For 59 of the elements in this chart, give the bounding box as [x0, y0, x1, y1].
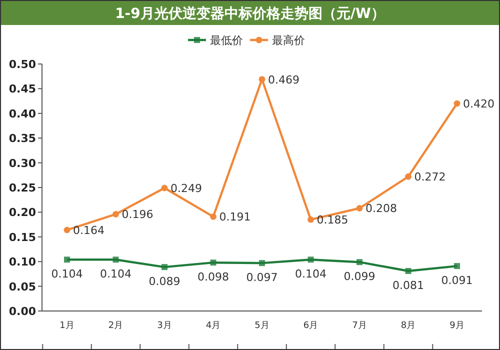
point: [454, 263, 460, 270]
x-tick-label: 5月: [254, 321, 270, 331]
x-tick-label: 2月: [108, 321, 124, 331]
data-label: 0.272: [414, 170, 446, 184]
x-tick-label: 4月: [206, 321, 221, 331]
point: [210, 213, 216, 220]
point: [112, 210, 119, 218]
text: 0.40: [8, 107, 36, 120]
text: 0.35: [8, 132, 36, 146]
point: [356, 205, 363, 212]
data-label: 0.196: [122, 208, 154, 222]
text: 0.05: [8, 280, 36, 294]
data-label: 0.420: [463, 98, 494, 111]
text: 0.20: [8, 206, 36, 220]
text: 0.00: [8, 305, 36, 318]
data-label: 0.208: [366, 202, 397, 216]
text: 0.30: [8, 156, 36, 170]
data-label: 0.104: [100, 268, 132, 281]
point: [405, 268, 412, 274]
point: [64, 256, 70, 263]
data-label: 0.249: [170, 182, 202, 195]
point: [161, 184, 168, 192]
data-label: 0.097: [246, 271, 278, 284]
point: [162, 264, 168, 270]
text: 0.50: [8, 58, 36, 71]
x-tick-label: 3月: [157, 321, 172, 331]
text: 0.25: [8, 182, 36, 194]
x-tick-label: 7月: [352, 321, 367, 331]
data-label: 0.104: [295, 268, 326, 281]
point: [259, 260, 265, 266]
point: [64, 226, 70, 234]
x-tick-label: 1月: [60, 321, 74, 331]
point: [308, 256, 314, 263]
data-label: 0.098: [198, 270, 229, 284]
data-label: 0.191: [219, 210, 251, 224]
x-tick-label: 9月: [450, 321, 464, 331]
point: [405, 173, 412, 180]
chart-title: 1-9月光伏逆变器中标价格走势图（元/W）: [115, 5, 385, 22]
data-label: 0.185: [316, 214, 348, 227]
x-tick-label: 8月: [400, 321, 416, 331]
point: [112, 256, 119, 263]
text: 0.45: [8, 82, 36, 96]
data-label: 0.091: [441, 274, 473, 288]
x-tick-label: 6月: [303, 321, 318, 331]
data-label: 0.099: [344, 270, 376, 284]
point: [454, 100, 460, 107]
data-label: 0.089: [148, 275, 180, 288]
point: [356, 259, 362, 266]
point: [210, 260, 216, 266]
data-label: 0.081: [392, 278, 424, 292]
legend-label: 最低价: [210, 34, 243, 47]
point: [308, 216, 314, 223]
legend-label: 最高价: [272, 34, 305, 47]
text: 0.10: [8, 256, 36, 269]
data-label: 0.164: [73, 224, 104, 237]
data-label: 0.104: [51, 268, 83, 281]
data-label: 0.469: [268, 73, 300, 86]
point: [258, 76, 266, 83]
text: 0.15: [8, 230, 36, 244]
